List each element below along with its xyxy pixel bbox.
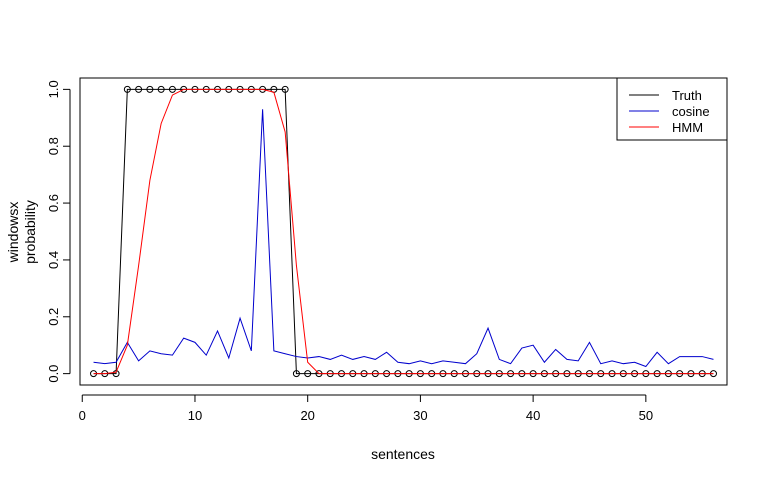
y-tick-label: 0.0	[46, 365, 61, 383]
x-tick-label: 20	[300, 408, 314, 423]
legend-label-truth: Truth	[672, 88, 702, 103]
legend-box	[616, 77, 728, 141]
series-layer	[90, 85, 717, 378]
x-axis-title: sentences	[371, 446, 435, 462]
y-tick-label: 1.0	[46, 80, 61, 98]
y-tick-label: 0.2	[46, 308, 61, 326]
legend-label-cosine: cosine	[672, 104, 710, 119]
axes-layer: 0 10 20 30 40 50 0.0 0.2 0.4 0.6 0.8 1.0	[46, 80, 653, 423]
data-point-truth	[281, 85, 289, 93]
x-tick-label: 10	[188, 408, 202, 423]
series-line-cosine	[93, 109, 714, 368]
data-point-truth	[168, 85, 176, 93]
y-tick-label: 0.8	[46, 137, 61, 155]
x-tick-label: 30	[413, 408, 427, 423]
data-point-truth	[304, 370, 312, 378]
legend-label-hmm: HMM	[672, 120, 703, 135]
data-point-truth	[135, 85, 143, 93]
y-tick-label: 0.4	[46, 251, 61, 269]
x-tick-label: 50	[639, 408, 653, 423]
x-tick-label: 0	[79, 408, 86, 423]
data-point-truth	[112, 370, 120, 378]
y-tick-label: 0.6	[46, 194, 61, 212]
data-point-truth	[123, 85, 131, 93]
data-point-truth	[146, 85, 154, 93]
data-point-truth	[292, 370, 300, 378]
y-axis-title-line-2: probability	[22, 200, 38, 264]
series-line-hmm	[93, 88, 714, 375]
data-point-truth	[157, 85, 165, 93]
plot-frame	[79, 77, 728, 386]
x-tick-label: 40	[526, 408, 540, 423]
y-axis-title-line-1: windowsx	[5, 202, 21, 264]
